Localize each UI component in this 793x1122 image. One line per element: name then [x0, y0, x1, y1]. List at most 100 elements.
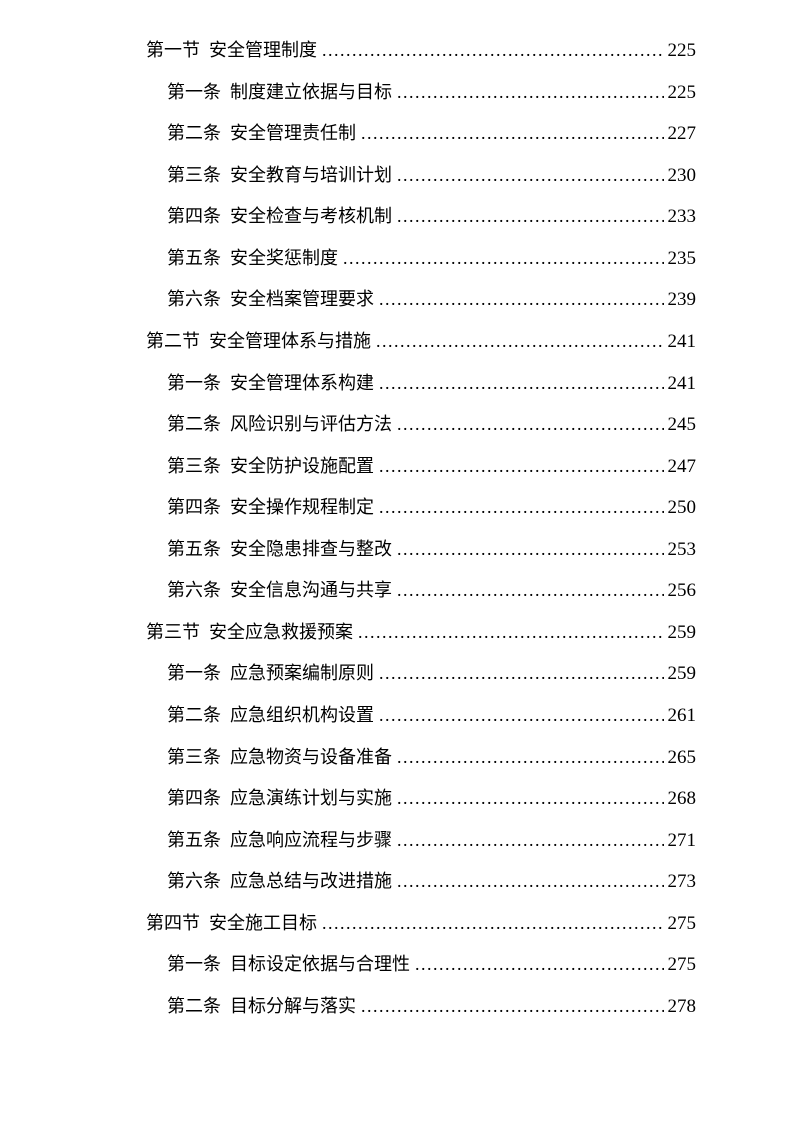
toc-page-number: 261: [667, 705, 697, 726]
toc-entry-title: 安全操作规程制定: [230, 497, 374, 518]
toc-entry[interactable]: 第二条 风险识别与评估方法 ..........................…: [146, 404, 696, 446]
toc-page-number: 265: [667, 746, 697, 768]
toc-entry[interactable]: 第四条 安全操作规程制定 ...........................…: [146, 487, 696, 529]
dot-leader: ........................................…: [415, 954, 664, 975]
toc-page-number: 259: [667, 663, 697, 685]
toc-entry-label: 第五条: [167, 829, 221, 850]
toc-entry-title: 风险识别与评估方法: [230, 414, 392, 435]
toc-entry[interactable]: 第六条 安全信息沟通与共享 ..........................…: [146, 570, 696, 612]
toc-entry[interactable]: 第四条 应急演练计划与实施 ..........................…: [146, 778, 696, 820]
toc-page-number: 268: [667, 788, 697, 810]
toc-entry-label: 第四条: [167, 497, 221, 518]
toc-entry-title: 安全施工目标: [209, 912, 317, 933]
toc-entry[interactable]: 第五条 安全奖惩制度 .............................…: [146, 238, 696, 280]
toc-entry[interactable]: 第六条 应急总结与改进措施 ..........................…: [146, 861, 696, 903]
toc-entry-title: 应急总结与改进措施: [230, 871, 392, 892]
dot-leader: ........................................…: [379, 372, 664, 393]
toc-entry[interactable]: 第三条 应急物资与设备准备 ..........................…: [146, 737, 696, 779]
toc-entry-label: 第六条: [167, 871, 221, 892]
toc-entry[interactable]: 第一节 安全管理制度 .............................…: [146, 30, 696, 72]
toc-entry-label: 第二条: [167, 123, 221, 144]
toc-entry-label: 第三条: [167, 746, 221, 767]
toc-entry[interactable]: 第五条 应急响应流程与步骤 ..........................…: [146, 820, 696, 862]
toc-entry-label: 第一条: [167, 663, 221, 684]
toc-entry[interactable]: 第五条 安全隐患排查与整改 ..........................…: [146, 529, 696, 571]
toc-entry-title: 应急物资与设备准备: [230, 746, 392, 767]
toc-entry[interactable]: 第一条 应急预案编制原则 ...........................…: [146, 653, 696, 695]
toc-entry-label: 第二条: [167, 414, 221, 435]
toc-entry-label: 第一条: [167, 372, 221, 393]
toc-entry-label: 第三条: [167, 455, 221, 476]
toc-entry-title: 安全管理责任制: [230, 123, 356, 144]
toc-entry-label: 第四条: [167, 206, 221, 227]
dot-leader: ........................................…: [379, 497, 664, 518]
toc-entry-title: 应急预案编制原则: [230, 663, 374, 684]
toc-entry-title: 应急演练计划与实施: [230, 788, 392, 809]
toc-entry-label: 第三条: [167, 164, 221, 185]
dot-leader: ........................................…: [397, 829, 664, 850]
toc-entry[interactable]: 第二节 安全管理体系与措施 ..........................…: [146, 321, 696, 363]
toc-page-number: 233: [667, 206, 697, 228]
toc-entry[interactable]: 第四节 安全施工目标 .............................…: [146, 903, 696, 945]
toc-entry[interactable]: 第一条 目标设定依据与合理性 .........................…: [146, 944, 696, 986]
toc-page-number: 227: [667, 123, 697, 145]
toc-entry-title: 制度建立依据与目标: [230, 81, 392, 102]
toc-page-number: 278: [667, 995, 697, 1017]
toc-page-number: 241: [667, 372, 697, 394]
dot-leader: ........................................…: [379, 663, 664, 684]
dot-leader: ........................................…: [379, 289, 664, 310]
toc-entry-title: 应急响应流程与步骤: [230, 829, 392, 850]
toc-entry[interactable]: 第二条 安全管理责任制 ............................…: [146, 113, 696, 155]
toc-entry-title: 安全教育与培训计划: [230, 164, 392, 185]
toc-entry[interactable]: 第二条 应急组织机构设置 ...........................…: [146, 695, 696, 737]
toc-page-number: 225: [667, 40, 697, 61]
toc-page-number: 245: [667, 414, 697, 436]
toc-entry[interactable]: 第三条 安全防护设施配置 ...........................…: [146, 446, 696, 488]
toc-entry[interactable]: 第三节 安全应急救援预案 ...........................…: [146, 612, 696, 654]
toc-entry-title: 安全检查与考核机制: [230, 206, 392, 227]
toc-entry-label: 第五条: [167, 538, 221, 559]
toc-page-number: 259: [667, 621, 697, 643]
dot-leader: ........................................…: [361, 123, 664, 144]
toc-entry-label: 第一条: [167, 954, 221, 975]
toc-entry[interactable]: 第四条 安全检查与考核机制 ..........................…: [146, 196, 696, 238]
toc-page-number: 273: [667, 871, 697, 893]
toc-entry-title: 安全防护设施配置: [230, 455, 374, 476]
dot-leader: ........................................…: [322, 912, 664, 933]
toc-entry-title: 安全档案管理要求: [230, 289, 374, 310]
toc-entry-label: 第六条: [167, 580, 221, 601]
toc-entry-title: 安全隐患排查与整改: [230, 538, 392, 559]
toc-entry[interactable]: 第一条 制度建立依据与目标 ..........................…: [146, 72, 696, 114]
toc-entry[interactable]: 第三条 安全教育与培训计划 ..........................…: [146, 155, 696, 197]
toc-entry[interactable]: 第二条 目标分解与落实 ............................…: [146, 986, 696, 1028]
dot-leader: ........................................…: [322, 40, 664, 60]
toc-page-number: 239: [667, 289, 697, 311]
toc-page-number: 247: [667, 455, 697, 477]
toc-page-number: 253: [667, 538, 697, 560]
dot-leader: ........................................…: [397, 81, 664, 102]
toc-entry-title: 安全管理体系构建: [230, 372, 374, 393]
toc-entry-label: 第四节: [146, 912, 200, 933]
toc-entry-label: 第五条: [167, 247, 221, 268]
toc-entry[interactable]: 第一条 安全管理体系构建 ...........................…: [146, 363, 696, 405]
dot-leader: ........................................…: [397, 788, 664, 809]
toc-page-number: 275: [667, 954, 697, 976]
toc-entry-title: 目标分解与落实: [230, 995, 356, 1016]
toc-entry-label: 第三节: [146, 621, 200, 642]
dot-leader: ........................................…: [358, 621, 664, 642]
toc-page-number: 241: [667, 330, 697, 352]
toc-entry-title: 安全奖惩制度: [230, 247, 338, 268]
toc-entry[interactable]: 第六条 安全档案管理要求 ...........................…: [146, 279, 696, 321]
toc-entry-label: 第二条: [167, 705, 221, 725]
toc-entry-title: 安全管理制度: [209, 40, 317, 60]
toc-page-number: 256: [667, 580, 697, 602]
dot-leader: ........................................…: [397, 580, 664, 601]
dot-leader: ........................................…: [397, 206, 664, 227]
dot-leader: ........................................…: [397, 871, 664, 892]
dot-leader: ........................................…: [397, 164, 664, 185]
toc-entry-title: 安全管理体系与措施: [209, 330, 371, 351]
toc-page-number: 230: [667, 164, 697, 186]
toc-entry-title: 安全应急救援预案: [209, 621, 353, 642]
toc-entry-title: 安全信息沟通与共享: [230, 580, 392, 601]
